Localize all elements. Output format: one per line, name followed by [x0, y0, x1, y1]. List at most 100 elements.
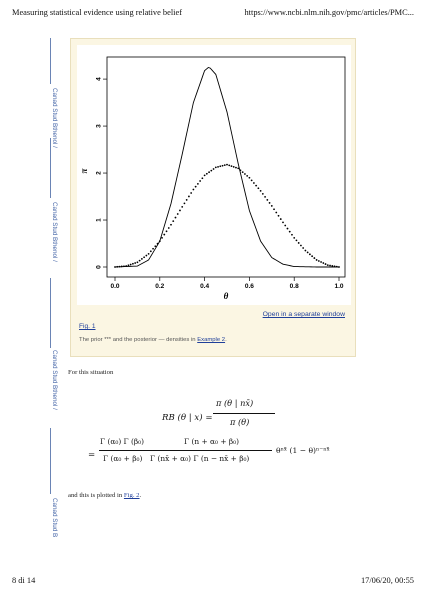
side-label: Canad Stud Bthenol /	[51, 88, 58, 148]
prior-density-point	[232, 165, 235, 168]
formula-posterior: π (θ | nx̄)	[216, 398, 254, 408]
prior-density-point	[183, 202, 186, 205]
prior-density-point	[223, 164, 226, 167]
prior-density-point	[241, 171, 244, 174]
prior-density-point	[273, 208, 275, 211]
formula-likelihood-term: θⁿˣ̄ (1 − θ)ⁿ⁻ⁿˣ̄	[276, 446, 330, 455]
posterior-density-line	[114, 67, 339, 268]
x-tick-label: 0.6	[245, 283, 254, 290]
figure-panel: 0.0 0.2 0.4 0.6 0.8 1.0 0 1 2 3 4 θ π Open in a se…	[70, 38, 356, 357]
prior-density-point	[188, 195, 190, 198]
prior-density-point	[156, 242, 159, 245]
side-strip: Canad Stud Bthenol / Canad Stud Bthenol …	[44, 38, 58, 548]
prior-density-point	[165, 230, 168, 233]
prior-density-point	[145, 254, 148, 257]
prior-density-point	[212, 168, 215, 170]
prior-density-point	[149, 250, 152, 253]
side-rule	[50, 38, 51, 84]
print-footer: 8 di 14 17/06/20, 00:55	[12, 576, 414, 588]
prior-density-point	[255, 184, 258, 187]
prior-density-point	[125, 265, 128, 267]
plot-frame	[106, 56, 346, 278]
prior-density-point	[230, 165, 233, 167]
open-in-new-window-link[interactable]: Open in a separate window	[262, 311, 345, 318]
beta-fraction-numerator: Γ (α₀) Γ (β₀)	[100, 437, 145, 446]
prior-density-point	[228, 164, 231, 167]
example-2-link[interactable]: Example 2	[197, 337, 226, 343]
prior-density-point	[199, 180, 202, 182]
prior-density-point	[235, 166, 237, 169]
prior-density-point	[293, 236, 296, 239]
prior-density-point	[333, 265, 336, 268]
outro-paragraph: and this is plotted in Fig. 2.	[68, 492, 141, 499]
prior-density-point	[259, 189, 262, 192]
prior-density-point	[331, 264, 334, 267]
prior-density-point	[237, 167, 240, 170]
prior-density-point	[190, 192, 193, 194]
prior-density-point	[170, 223, 172, 226]
y-axis-label: π	[79, 167, 89, 173]
prior-density-point	[194, 185, 197, 188]
figure-caption: The prior *** and the posterior — densit…	[79, 337, 227, 343]
axes: 0.0 0.2 0.4 0.6 0.8 1.0 0 1 2 3 4	[96, 77, 344, 290]
prior-density-point	[143, 256, 146, 259]
document-title: Measuring statistical evidence using rel…	[12, 8, 182, 17]
prior-density-point	[192, 188, 195, 191]
prior-density-point	[257, 187, 260, 190]
prior-density-point	[210, 169, 213, 172]
side-label: Canad Stud Bthenol /	[51, 202, 58, 262]
y-tick-label: 2	[96, 171, 103, 175]
y-tick-label: 0	[96, 265, 103, 269]
figure-1-link[interactable]: Fig. 1	[79, 323, 96, 330]
y-tick-label: 4	[96, 77, 103, 81]
figure-2-link[interactable]: Fig. 2	[123, 492, 140, 499]
prior-density-point	[326, 264, 329, 267]
prior-density-point	[335, 265, 338, 268]
density-chart: 0.0 0.2 0.4 0.6 0.8 1.0 0 1 2 3 4 θ π	[77, 45, 351, 305]
prior-density-point	[158, 240, 161, 243]
prior-density-point	[320, 261, 322, 263]
prior-density-point	[167, 227, 170, 229]
x-tick-label: 0.4	[200, 283, 209, 290]
prior-density-point	[297, 242, 300, 244]
prior-density-point	[302, 247, 305, 249]
prior-density-point	[295, 239, 298, 242]
prior-density-point	[134, 262, 137, 264]
prior-density-point	[264, 196, 266, 198]
beta-fraction-denominator: Γ (α₀ + β₀)	[103, 454, 143, 463]
prior-density-point	[123, 265, 125, 268]
prior-density-point	[196, 182, 199, 185]
prior-density-point	[282, 221, 284, 224]
prior-density-point	[313, 257, 316, 259]
side-label: Canad Stud B	[51, 498, 58, 538]
prior-density-point	[208, 171, 210, 174]
prior-density-point	[120, 265, 123, 268]
side-rule	[50, 278, 51, 348]
intro-paragraph: For this situation	[68, 369, 114, 376]
prior-density-point	[181, 205, 184, 208]
prior-density-point	[322, 262, 325, 264]
outro-text: and this is plotted in	[68, 492, 123, 499]
fraction-rule	[150, 450, 272, 451]
fraction-rule	[99, 450, 169, 451]
prior-density-point	[304, 249, 307, 252]
prior-density-point	[163, 233, 166, 236]
fraction-rule	[213, 413, 275, 414]
prior-density-point	[203, 174, 206, 177]
prior-density-point	[308, 253, 311, 256]
prior-density-point	[136, 261, 139, 264]
prior-density-point	[205, 172, 208, 175]
outro-suffix: .	[139, 492, 142, 499]
x-tick-label: 0.2	[155, 283, 164, 290]
prior-density-point	[277, 214, 280, 217]
prior-density-point	[147, 252, 150, 255]
prior-density-point	[152, 247, 154, 250]
prior-density-point	[172, 220, 175, 223]
gamma-fraction-numerator: Γ (n + α₀ + β₀)	[184, 437, 239, 446]
prior-density-point	[176, 213, 179, 215]
prior-density-point	[174, 216, 177, 219]
caption-text: The prior *** and the posterior — densit…	[79, 337, 196, 343]
prior-density-point	[201, 177, 204, 180]
prior-density-point	[140, 258, 143, 260]
prior-density-point	[217, 165, 219, 168]
